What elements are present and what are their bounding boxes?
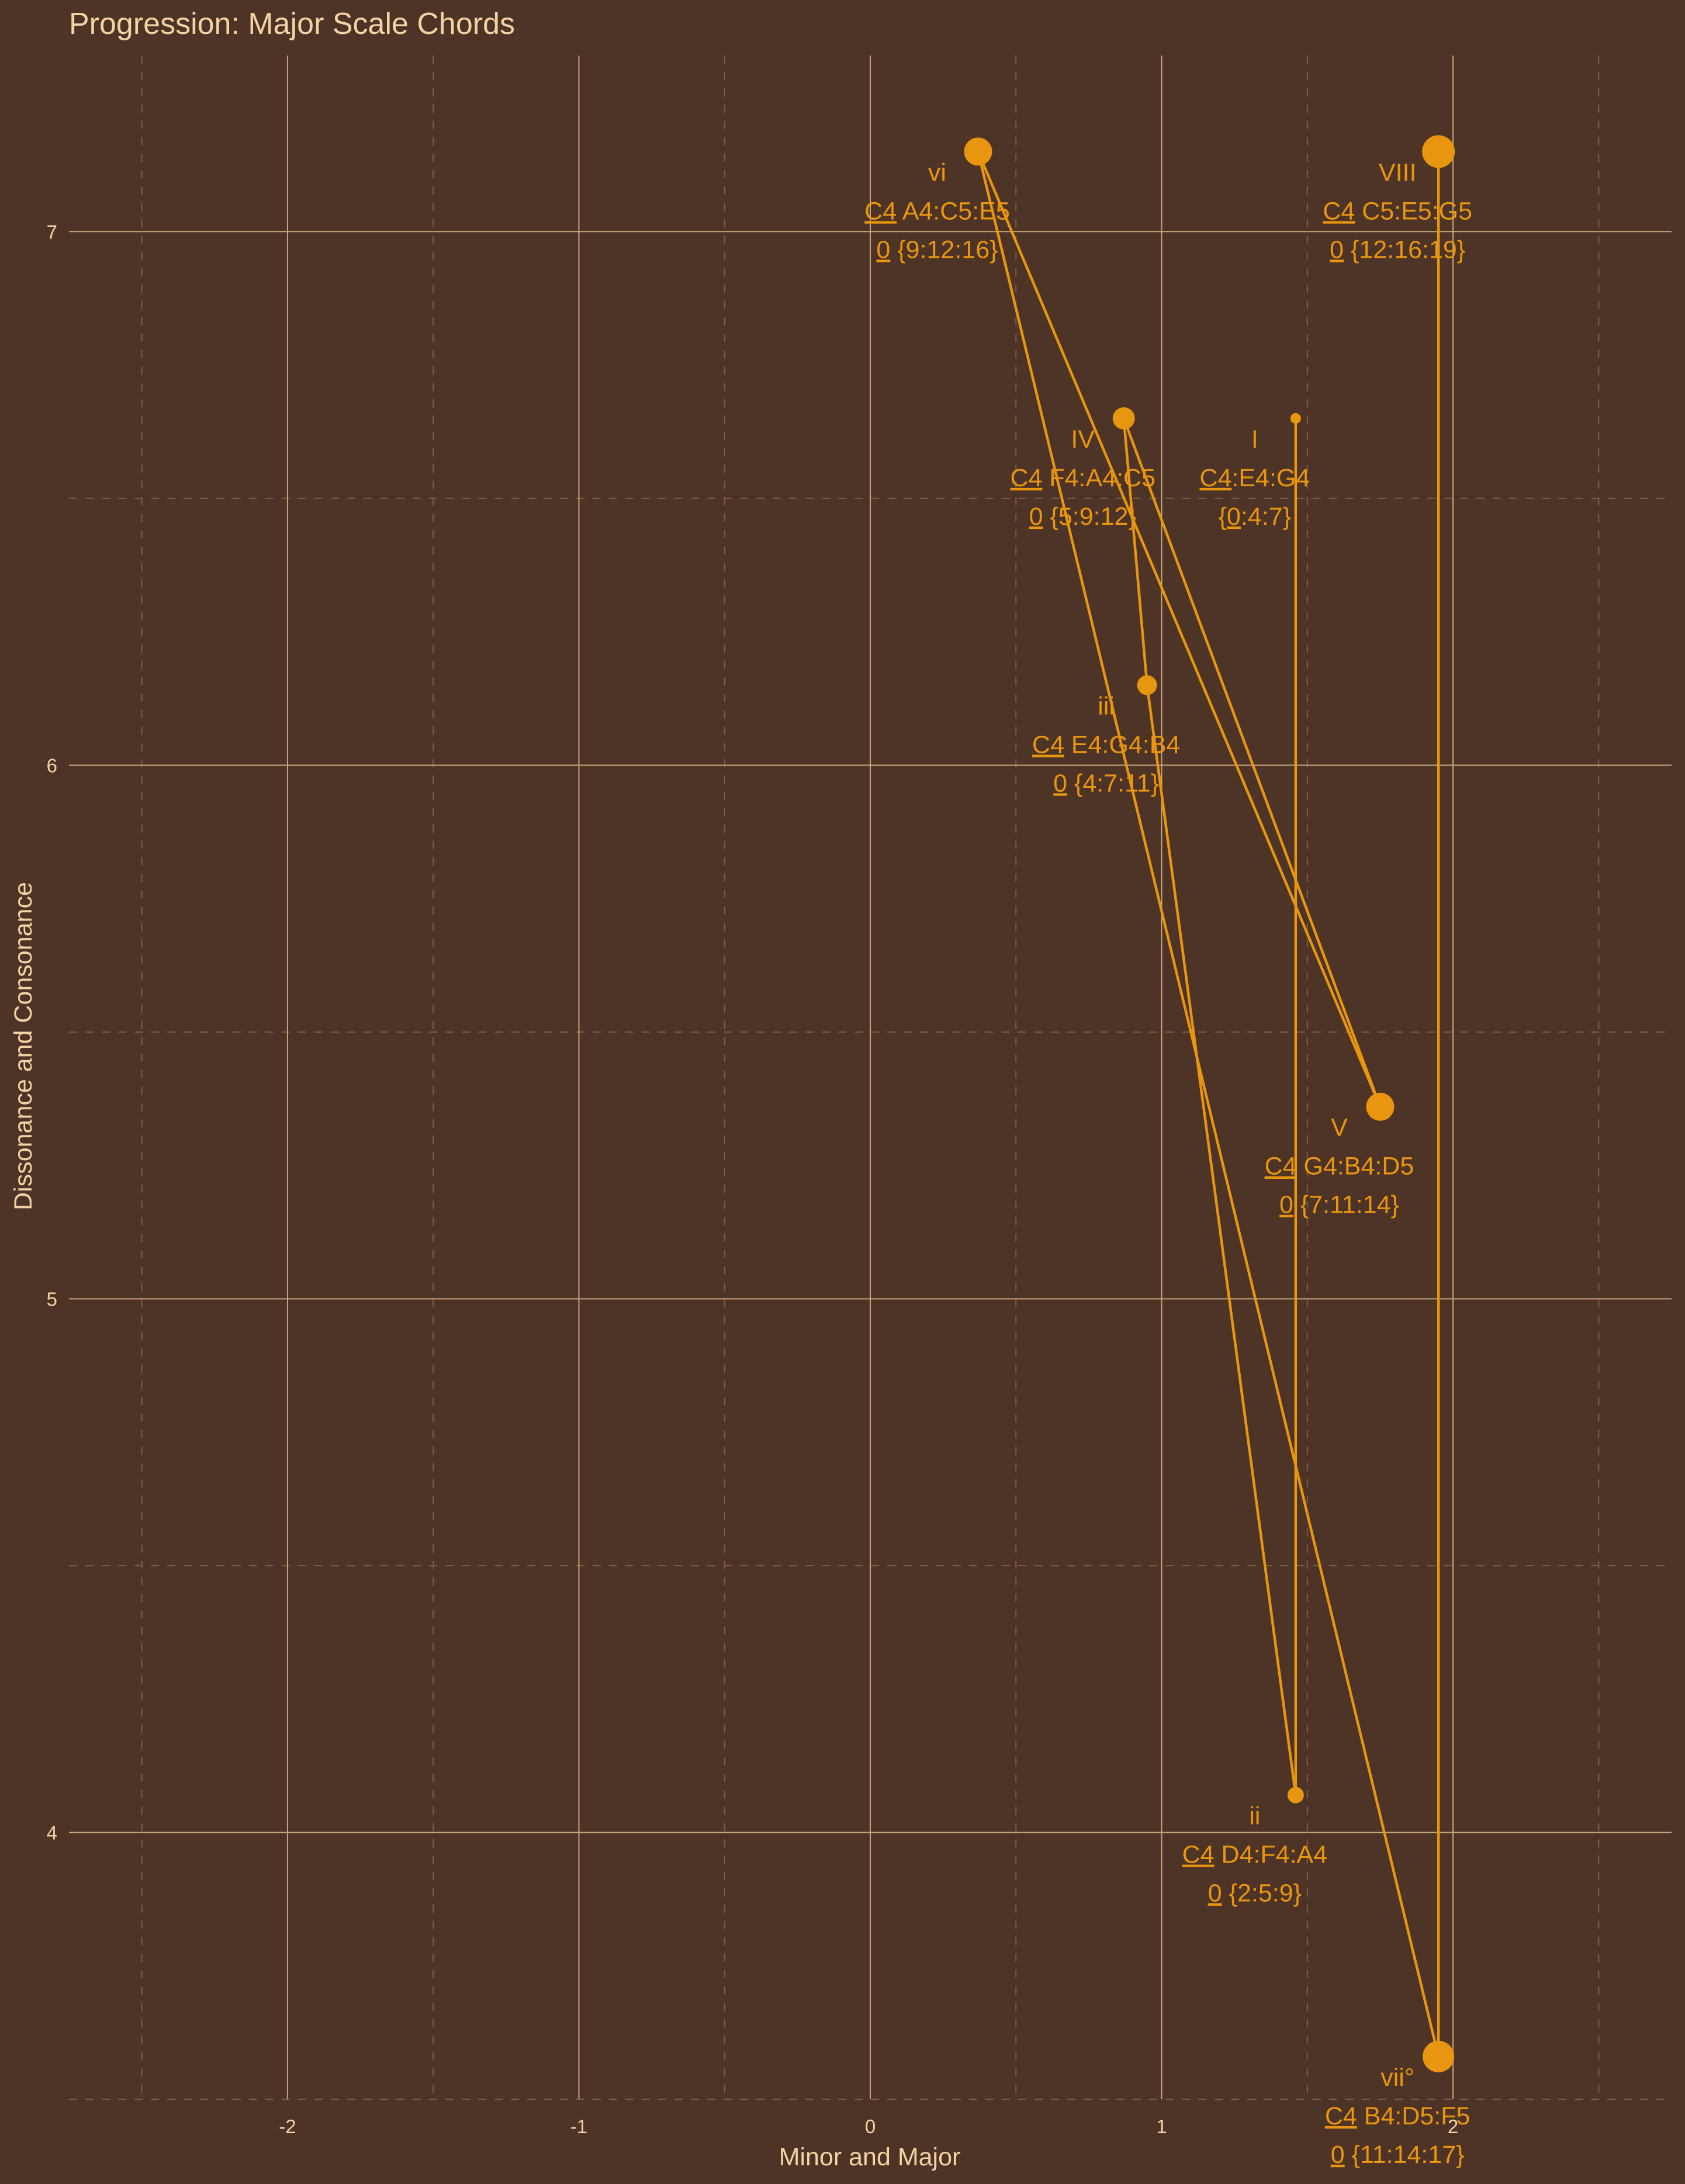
chart-title: Progression: Major Scale Chords [69,7,515,41]
progression-segment [977,151,1382,1107]
progression-segment [1146,685,1298,1795]
grid-layer [69,56,1672,2100]
chord-intervals-label: 0 {5:9:12} [1029,503,1137,531]
chord-point-vi [964,137,992,166]
chord-intervals-label: 0 {12:16:19} [1330,236,1465,264]
chord-intervals-label: 0 {9:12:16} [876,236,998,264]
chord-point-iii [1137,675,1157,695]
chord-intervals-label: 0 {7:11:14} [1279,1191,1399,1219]
chord-roman-label: iii [1098,692,1115,720]
chord-intervals-label: {0:4:7} [1219,503,1291,531]
tick-label-layer: -2 -1 0 1 2 4 5 6 7 [47,221,1459,2137]
chord-roman-label: V [1331,1114,1348,1142]
chord-notes-label: C4 D4:F4:A4 [1182,1841,1328,1869]
chord-roman-label: vii° [1380,2064,1414,2092]
chord-point-vii° [1423,2040,1455,2072]
x-tick-label: 0 [865,2116,876,2137]
x-tick-label: -2 [279,2116,296,2137]
chord-notes-label: C4 E4:G4:B4 [1032,731,1180,759]
chord-roman-label: I [1251,425,1258,454]
y-tick-label: 6 [47,754,57,776]
chord-intervals-label: 0 {11:14:17} [1331,2141,1465,2169]
x-axis-title: Minor and Major [779,2143,961,2171]
chord-notes-label: C4 C5:E5:G5 [1323,197,1472,225]
chord-roman-label: VIII [1379,158,1417,186]
chord-point-layer [964,135,1455,2072]
chord-notes-label: C4 F4:A4:C5 [1010,464,1155,492]
progression-segment [1122,418,1382,1107]
y-tick-label: 5 [47,1288,57,1310]
chord-point-IV [1112,407,1135,430]
chord-notes-label: C4 A4:C5:E5 [864,197,1010,225]
x-tick-label: -1 [570,2116,587,2137]
chord-point-VIII [1422,135,1455,168]
chord-roman-label: IV [1071,425,1095,454]
chord-roman-label: vi [928,158,946,186]
chord-notes-label: C4 B4:D5:F5 [1325,2102,1471,2130]
chord-roman-label: ii [1249,1802,1260,1830]
chord-intervals-label: 0 {2:5:9} [1208,1880,1302,1908]
chord-notes-label: C4 G4:B4:D5 [1265,1152,1414,1181]
chord-intervals-label: 0 {4:7:11} [1053,769,1159,797]
y-axis-title: Dissonance and Consonance [9,882,37,1210]
chord-label-layer: I C4:E4:G4 {0:4:7} ii C4 D4:F4:A4 0 {2:5:9} ii… [864,158,1472,2169]
chord-point-V [1366,1092,1395,1121]
chord-notes-label: C4:E4:G4 [1199,464,1310,492]
chord-point-ii [1287,1787,1304,1804]
x-tick-label: 2 [1448,2116,1458,2137]
x-tick-label: 1 [1156,2116,1167,2137]
progression-line-layer [977,151,1440,2057]
y-tick-label: 7 [47,221,57,243]
chord-point-I [1290,413,1301,424]
progression-segment [1122,418,1148,686]
y-tick-label: 4 [47,1822,57,1843]
progression-segment [977,151,1440,2057]
